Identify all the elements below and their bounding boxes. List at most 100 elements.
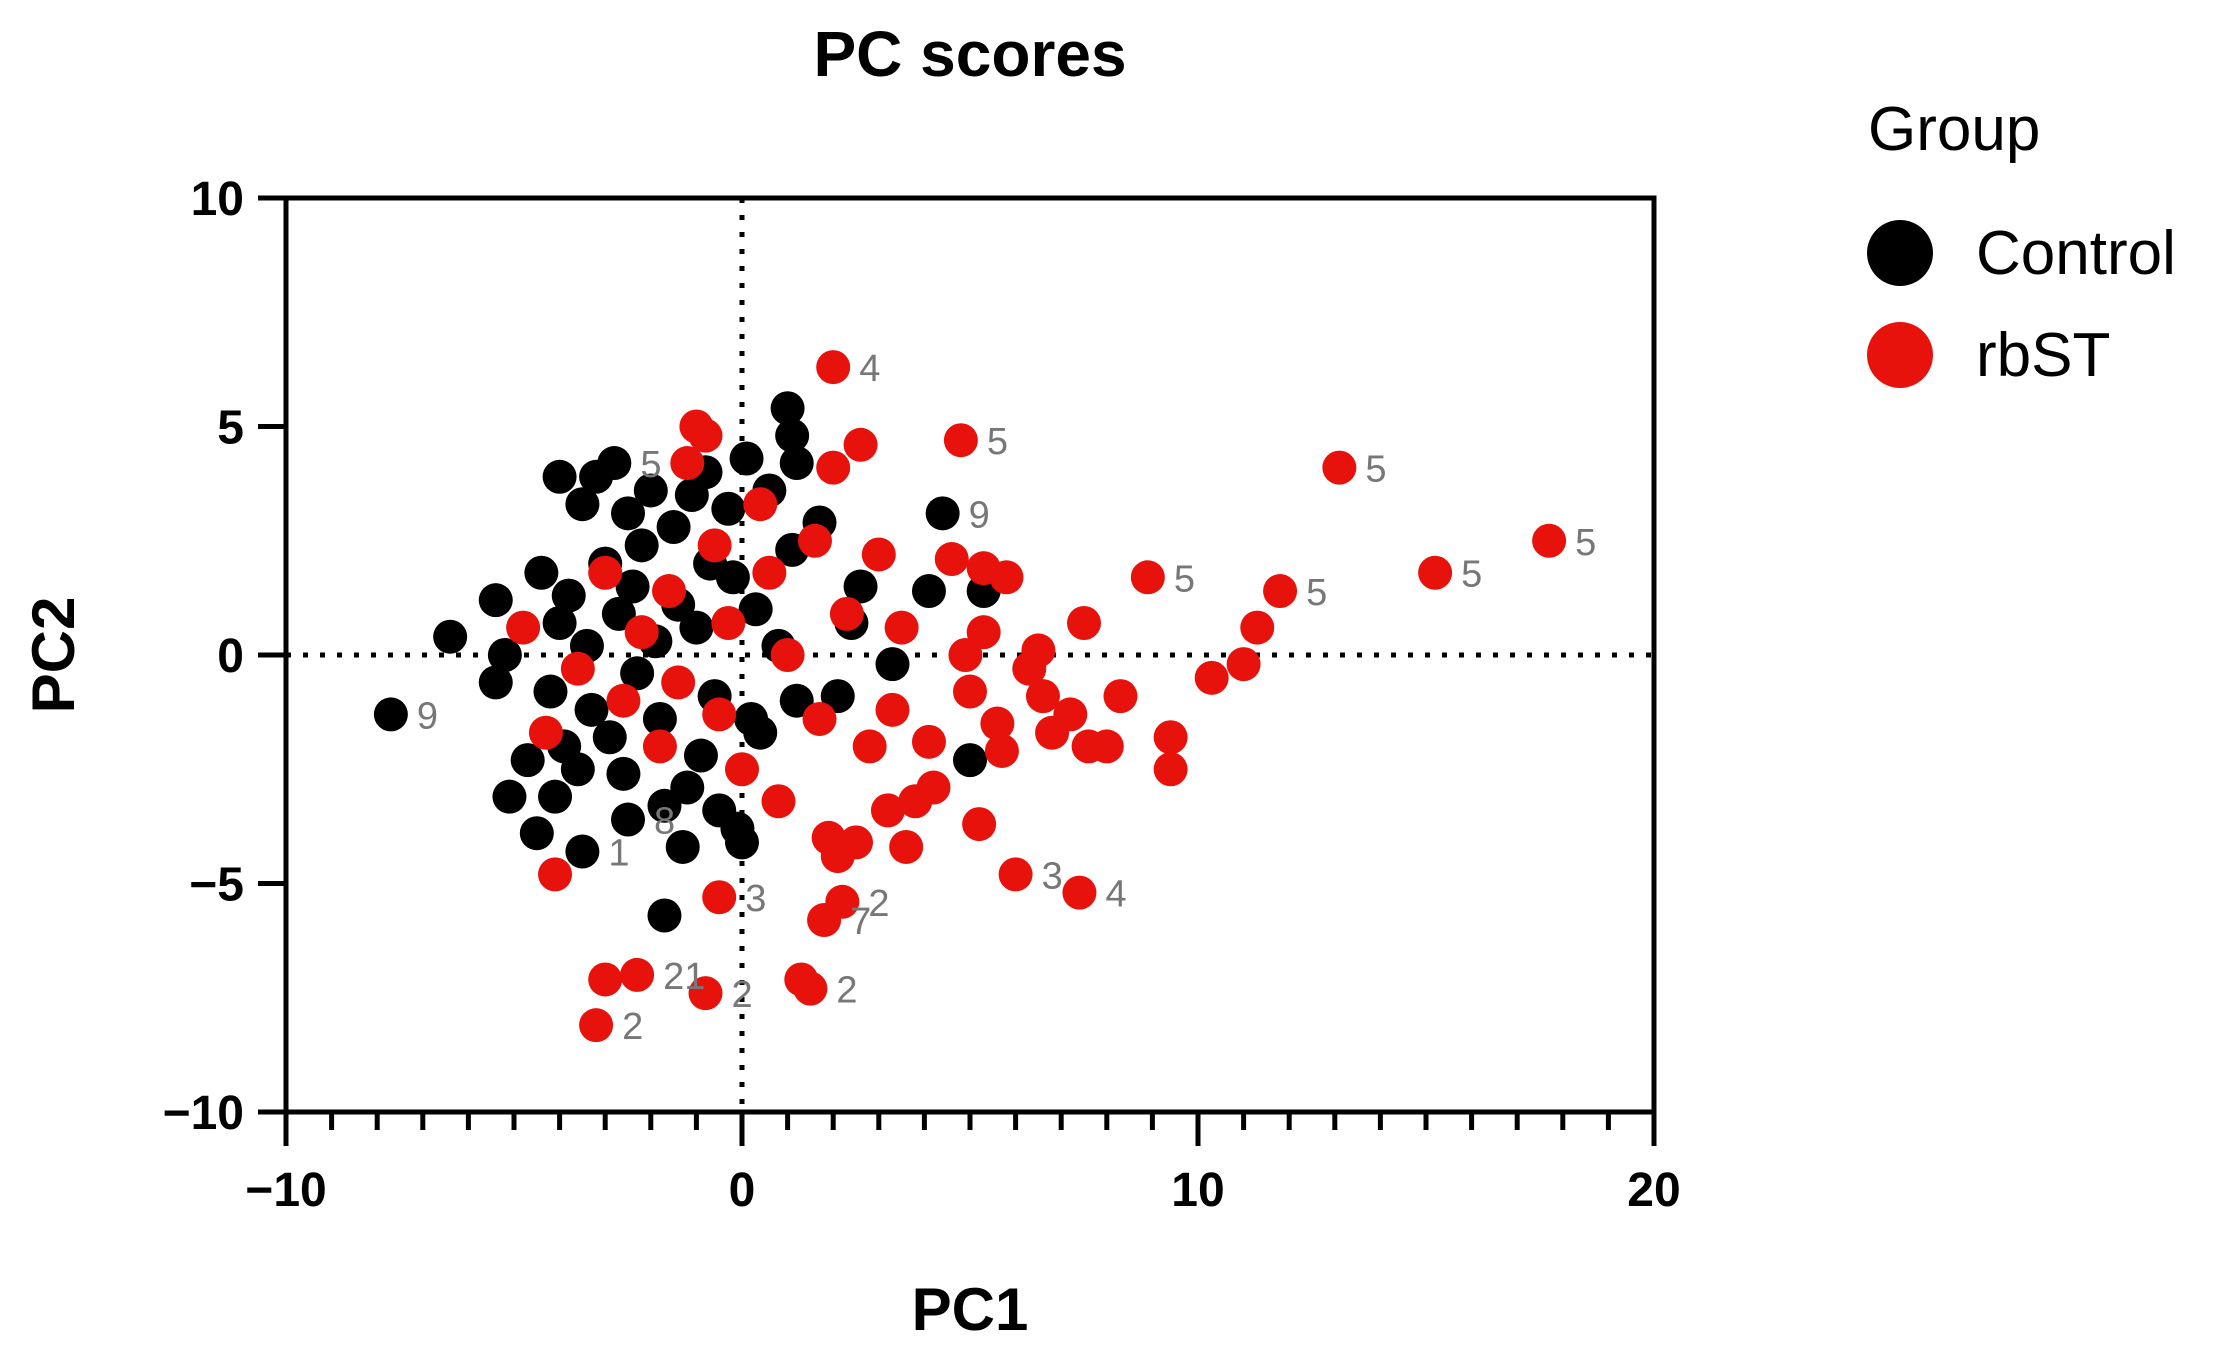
point-control [542,459,577,494]
point-rbst [825,884,860,919]
y-tick-label: 5 [217,402,244,455]
point-rbst [1103,679,1138,714]
point-rbst [875,692,910,727]
point-rbst [702,697,737,732]
point-label: 8 [654,801,675,843]
point-label: 2 [868,883,889,925]
x-tick-label: 20 [1627,1164,1680,1217]
point-control [633,473,668,508]
point-rbst [1062,875,1097,910]
y-tick-label: −5 [189,859,244,912]
point-rbst [1130,560,1165,595]
point-rbst [998,857,1033,892]
point-label: 5 [1461,554,1482,596]
point-rbst [948,638,983,672]
point-rbst [1067,606,1101,641]
point-control [743,715,778,750]
point-rbst [1226,647,1261,682]
point-control [647,898,682,933]
point-control [611,802,645,837]
point-control [487,638,522,672]
point-control [925,496,960,531]
point-rbst [934,542,969,577]
point-rbst [752,555,787,590]
point-control [911,574,946,609]
point-rbst [816,350,851,385]
point-label: 4 [859,348,880,390]
point-rbst [870,793,905,828]
point-rbst [661,665,696,700]
legend-marker-control [1867,220,1933,286]
point-rbst [1532,523,1567,558]
point-rbst [916,770,951,805]
point-rbst [624,615,659,650]
point-label: 9 [417,695,438,737]
y-tick-label: −10 [163,1087,244,1140]
point-control [843,569,878,604]
point-rbst [606,683,641,718]
point-control [715,560,750,595]
point-rbst [943,423,978,458]
point-rbst [770,638,805,672]
point-rbst [1240,610,1275,645]
point-control [373,697,408,732]
point-control [510,743,545,778]
point-rbst [989,560,1024,595]
point-label: 4 [1105,874,1126,916]
x-axis-label: PC1 [912,1276,1029,1343]
point-rbst [984,733,1019,768]
point-label: 7 [850,901,871,943]
point-label: 21 [663,956,705,998]
point-control [597,446,632,481]
point-control [770,391,805,426]
point-rbst [620,957,655,992]
point-control [665,829,700,864]
point-rbst [652,574,687,609]
point-rbst [1418,555,1453,590]
point-control [642,701,677,736]
legend-marker-rbst [1867,322,1933,388]
x-tick-label: 0 [729,1164,756,1217]
point-rbst [506,610,541,645]
point-label: 1 [608,833,629,875]
point-label: 3 [745,878,766,920]
point-control [565,834,600,869]
point-control [820,679,855,714]
x-tick-label: 10 [1171,1164,1224,1217]
point-rbst [697,528,732,563]
legend-title: Group [1868,95,2040,164]
point-rbst [579,1008,614,1043]
point-rbst [1153,752,1188,787]
legend-entry-control: Control [1976,219,2176,288]
point-rbst [711,606,746,641]
point-control [542,606,577,641]
point-rbst [839,825,873,860]
point-rbst [1021,633,1056,668]
point-label: 5 [1575,522,1596,564]
point-rbst [1322,450,1357,485]
y-tick-label: 10 [191,173,244,226]
point-rbst [962,807,997,842]
point-control [683,738,718,773]
point-rbst [528,715,563,750]
point-label: 5 [1365,449,1386,491]
point-label: 5 [640,444,661,486]
point-rbst [816,450,851,485]
point-control [729,441,764,476]
point-rbst [1025,679,1060,714]
point-rbst [688,976,723,1011]
point-control [565,487,600,522]
point-control [478,665,513,700]
point-rbst [1263,574,1298,609]
point-rbst [743,487,778,522]
point-control [606,756,641,791]
point-control [624,528,659,563]
point-rbst [861,537,896,572]
point-control [775,418,810,453]
point-control [670,770,705,805]
point-label: 5 [987,421,1008,463]
point-rbst [761,784,796,819]
point-control [953,743,987,778]
